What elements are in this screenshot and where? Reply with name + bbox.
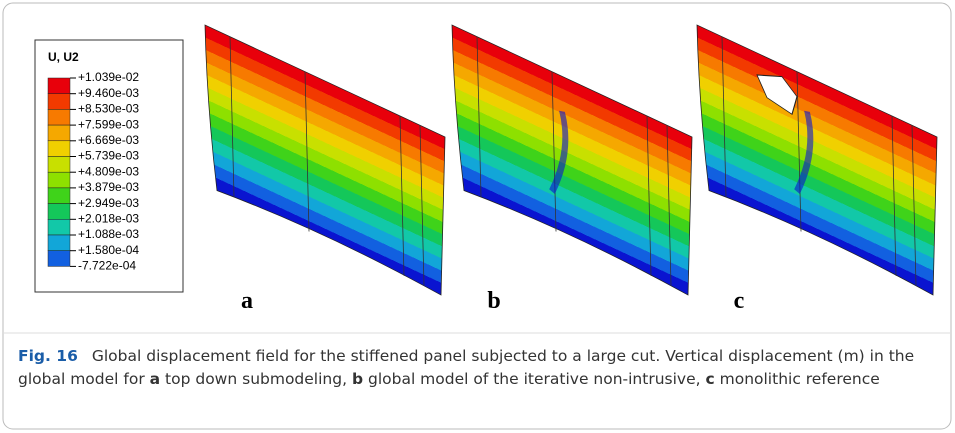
legend-swatch <box>47 219 71 236</box>
stiffener <box>551 71 557 232</box>
legend-label: +2.949e-03 <box>78 196 139 210</box>
legend-label: +8.530e-03 <box>78 102 139 116</box>
legend-swatch <box>47 203 71 220</box>
stiffener <box>229 36 235 197</box>
panel-surface <box>451 24 693 296</box>
legend-label: +2.018e-03 <box>78 211 139 225</box>
legend-swatch <box>47 124 71 142</box>
legend-swatch <box>47 250 71 267</box>
legend-label: +9.460e-03 <box>78 86 139 100</box>
legend-label: +7.599e-03 <box>78 117 139 131</box>
cut-zone <box>549 110 569 195</box>
stiffener <box>419 125 425 286</box>
legend-swatch <box>47 171 71 189</box>
stiffener <box>796 71 802 232</box>
legend-swatch <box>47 140 71 157</box>
legend-swatch <box>47 234 71 251</box>
panel-surface <box>204 24 446 296</box>
legend-label: +5.739e-03 <box>78 149 139 163</box>
caption-text: monolithic reference <box>714 370 880 388</box>
caption-text: Global displacement field for the stiffe… <box>18 347 915 388</box>
legend-label: -7.722e-04 <box>78 259 136 273</box>
stiffener <box>304 71 310 232</box>
caption-text: c <box>705 370 715 388</box>
panel <box>204 24 446 296</box>
cut-zone <box>794 110 814 195</box>
caption-text: top down submodeling, <box>160 370 352 388</box>
caption-text: global model of the iterative non-intrus… <box>363 370 706 388</box>
cut-hole <box>756 74 798 116</box>
caption-text: a <box>149 370 161 388</box>
stiffener <box>399 115 405 276</box>
legend-title: U, U2 <box>48 50 79 64</box>
stiffener <box>721 36 727 197</box>
legend-label: +6.669e-03 <box>78 133 139 147</box>
caption-text: b <box>351 370 364 388</box>
legend-label: +1.088e-03 <box>78 227 139 241</box>
caption-label: Fig. 16 <box>18 347 78 365</box>
panel-label: b <box>487 288 500 314</box>
legend-swatch <box>47 93 71 110</box>
caption: Fig. 16 Global displacement field for the… <box>18 345 938 391</box>
legend-label: +1.580e-04 <box>78 243 139 257</box>
legend-label: +1.039e-02 <box>78 70 139 84</box>
legend-swatch <box>47 187 71 204</box>
stiffener <box>646 115 652 276</box>
legend-swatch <box>47 109 71 126</box>
panel <box>451 24 693 296</box>
panel-label: a <box>241 288 253 314</box>
panel <box>696 24 938 296</box>
legend-label: +3.879e-03 <box>78 180 139 194</box>
stiffener <box>911 125 917 286</box>
panel-label: c <box>734 288 745 314</box>
legend-swatch <box>47 156 71 173</box>
panel-surface <box>696 24 938 296</box>
stiffener <box>476 36 482 197</box>
legend-label: +4.809e-03 <box>78 164 139 178</box>
stiffener <box>891 115 897 276</box>
legend-swatch <box>47 77 71 94</box>
stiffener <box>666 125 672 286</box>
